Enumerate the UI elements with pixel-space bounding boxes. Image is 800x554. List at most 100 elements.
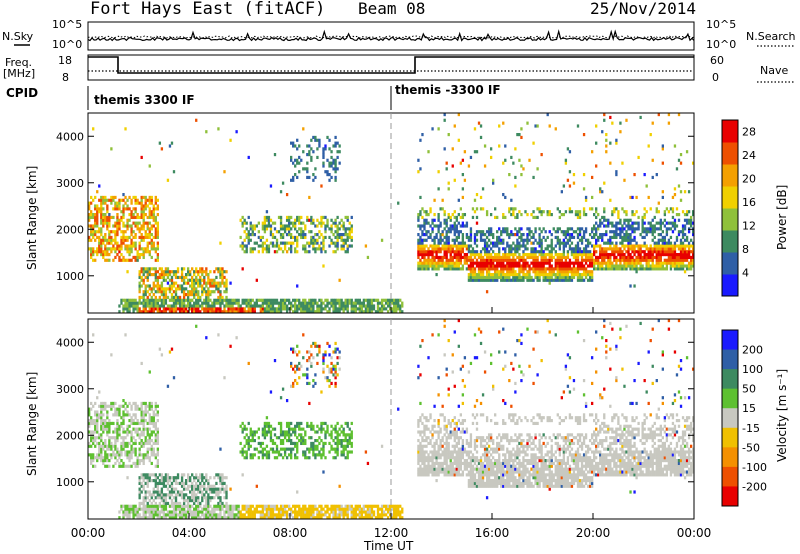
power-cell	[483, 278, 487, 282]
velocity-cell	[96, 416, 99, 420]
power-cell	[191, 275, 194, 280]
power-cell	[304, 244, 307, 248]
power-cell	[265, 238, 269, 242]
power-cell	[312, 307, 315, 311]
power-cell	[122, 204, 125, 208]
power-cell	[425, 238, 428, 242]
power-cell	[225, 301, 228, 305]
power-cell	[453, 238, 456, 242]
power-cell	[641, 230, 644, 234]
power-cell	[615, 230, 618, 234]
power-cell	[504, 215, 507, 220]
power-cell	[457, 113, 460, 117]
velocity-cell	[138, 450, 141, 454]
power-cell	[540, 210, 543, 214]
velocity-cell	[154, 484, 157, 488]
power-cell	[568, 170, 572, 174]
power-cell	[528, 267, 531, 271]
power-cell	[633, 258, 636, 262]
power-cell	[134, 233, 137, 237]
power-cell	[292, 304, 295, 308]
power-cell	[296, 250, 299, 254]
power-cell	[487, 264, 491, 268]
power-cell	[621, 235, 624, 240]
power-cell	[142, 213, 145, 217]
power-cell	[647, 227, 650, 231]
power-cell	[679, 250, 683, 254]
power-cell	[354, 310, 357, 314]
power-cell	[354, 307, 357, 311]
power-cell	[277, 301, 281, 305]
power-cell	[453, 241, 456, 245]
power-cell	[170, 278, 174, 282]
power-cell	[514, 261, 517, 265]
velocity-cell	[231, 504, 234, 508]
power-cell	[540, 250, 543, 254]
power-cell	[582, 278, 586, 282]
velocity-cell	[168, 476, 172, 480]
power-cell	[124, 235, 127, 240]
power-cell	[372, 298, 376, 302]
power-cell	[334, 135, 337, 140]
power-cell	[477, 253, 481, 257]
power-cell	[209, 298, 212, 302]
velocity-cell	[136, 464, 139, 468]
power-cell	[285, 304, 289, 308]
power-cell	[572, 267, 576, 271]
power-cell	[657, 247, 660, 251]
power-cell	[324, 304, 327, 308]
power-cell	[193, 284, 196, 288]
power-cell	[645, 247, 648, 251]
power-cell	[586, 270, 590, 274]
power-cell	[128, 307, 131, 311]
power-cell	[532, 270, 535, 274]
velocity-cell	[178, 504, 182, 508]
velocity-cell	[98, 450, 101, 454]
velocity-cell	[211, 484, 214, 488]
power-cell	[98, 227, 101, 231]
power-cell	[401, 301, 404, 305]
power-cell	[300, 310, 303, 314]
velocity-cell	[140, 407, 143, 411]
power-cell	[326, 304, 329, 308]
velocity-cell	[193, 479, 196, 483]
velocity-cell	[148, 407, 151, 411]
power-cell	[548, 281, 551, 285]
power-cell	[253, 301, 256, 305]
velocity-cell	[138, 496, 141, 500]
power-cell	[346, 304, 349, 308]
power-cell	[106, 253, 109, 257]
power-cell	[489, 233, 493, 237]
velocity-cell	[158, 493, 162, 497]
power-cell	[138, 310, 141, 314]
velocity-cell	[223, 516, 226, 520]
power-cell	[128, 298, 131, 302]
velocity-cell	[215, 504, 218, 508]
power-cell	[195, 287, 198, 291]
velocity-cell	[221, 507, 224, 511]
velocity-cell	[152, 410, 155, 414]
velocity-cell	[134, 464, 137, 468]
velocity-cell	[156, 490, 159, 494]
power-cell	[599, 255, 602, 260]
nave-tick-low: 0	[712, 71, 719, 84]
power-cell	[451, 238, 454, 242]
power-cell	[166, 273, 170, 277]
power-cell	[518, 227, 521, 231]
power-cell	[427, 213, 430, 217]
power-cell	[197, 310, 200, 314]
power-cell	[544, 247, 547, 251]
power-cell	[601, 130, 604, 134]
power-cell	[382, 307, 386, 311]
power-cell	[524, 253, 527, 257]
power-cell	[449, 261, 452, 265]
velocity-cell	[201, 499, 204, 503]
power-cell	[370, 307, 374, 311]
power-cell	[134, 244, 137, 248]
power-cell	[344, 238, 347, 242]
velocity-cell	[213, 513, 216, 517]
velocity-cell	[140, 413, 143, 417]
power-cell	[673, 218, 677, 222]
power-cell	[679, 161, 683, 165]
power-cell	[580, 261, 584, 265]
